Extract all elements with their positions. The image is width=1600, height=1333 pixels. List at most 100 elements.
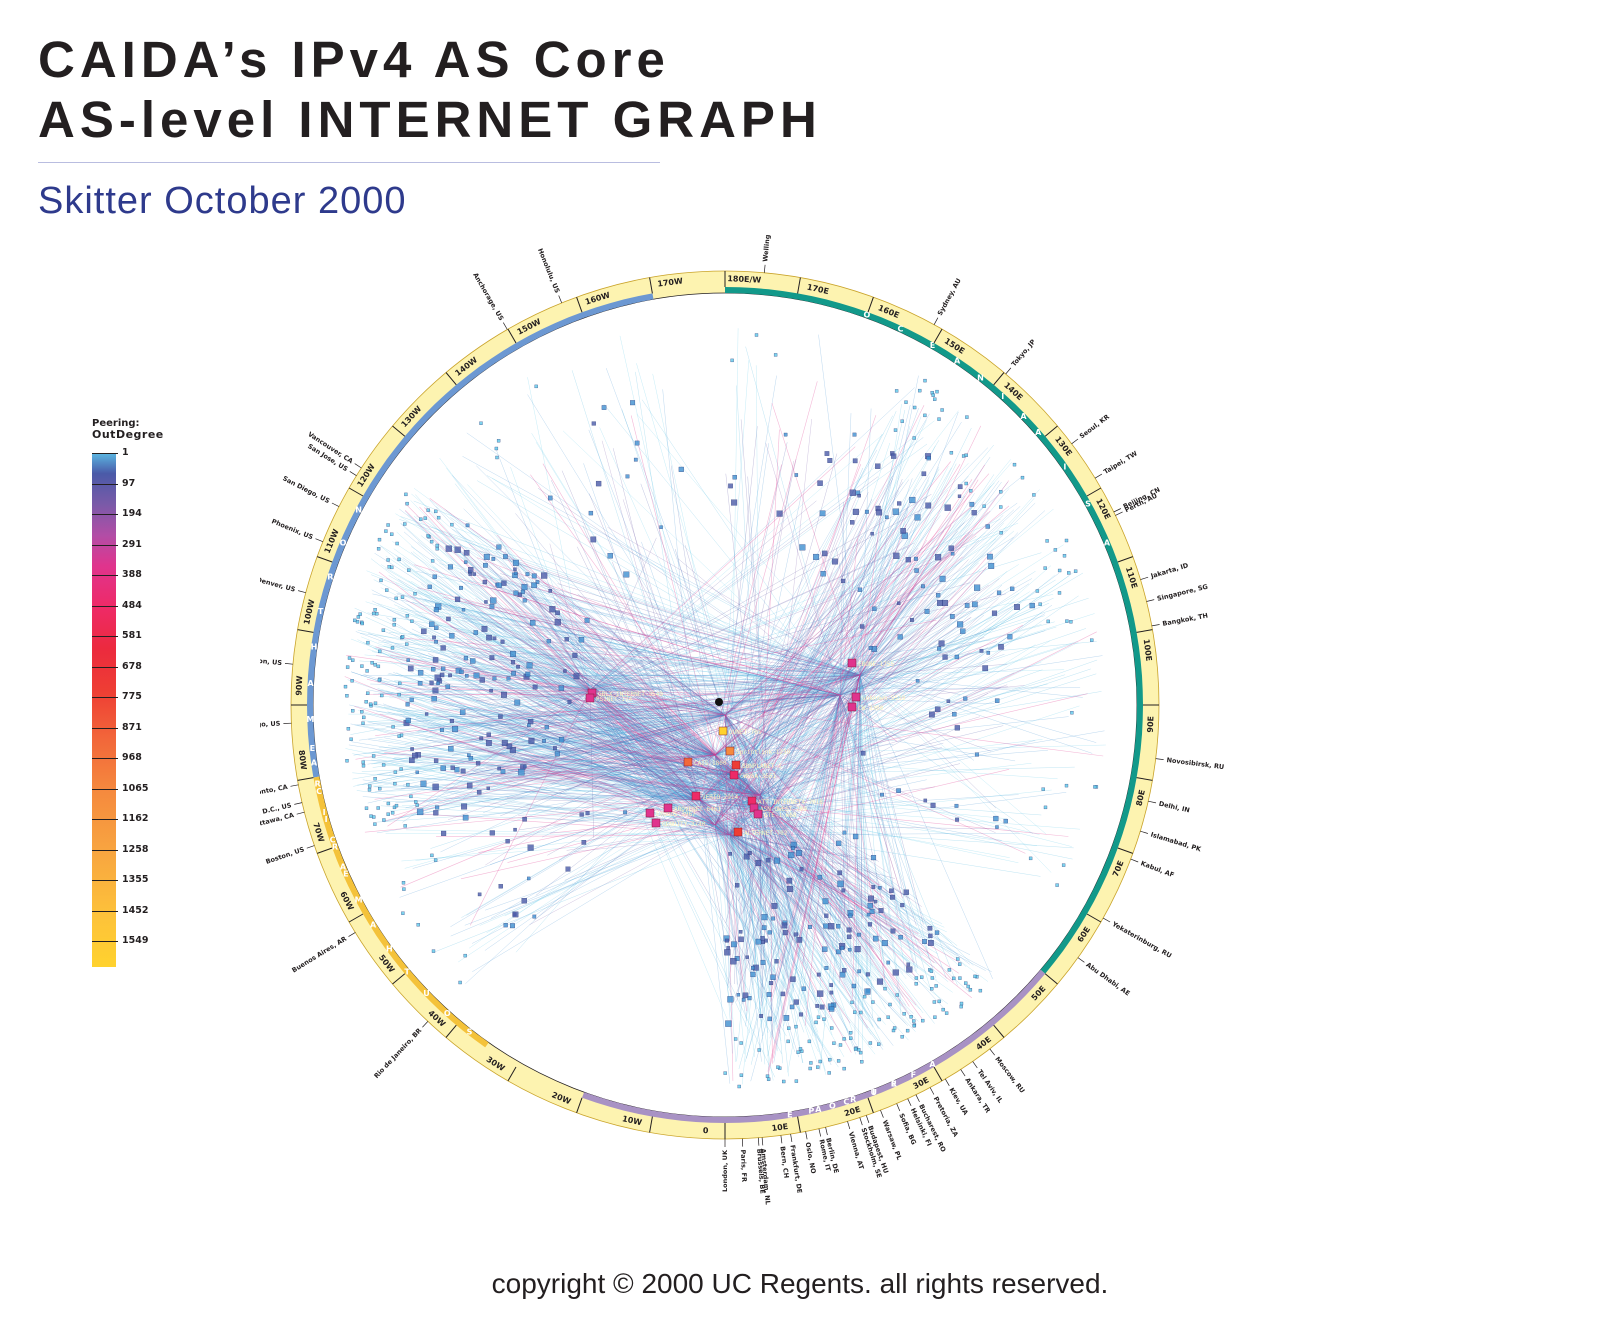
peering-link [421,674,861,812]
degree-tick [297,777,314,781]
as-node [607,553,613,559]
city-tick [298,590,306,594]
center-point [715,698,723,706]
peering-link [395,774,741,804]
peering-link [714,490,900,826]
peering-link [386,691,701,801]
as-node [910,618,914,622]
peering-link [565,723,716,826]
as-node [968,988,973,992]
as-node [930,976,935,980]
peering-link [589,552,1042,691]
peering-link [714,754,753,867]
peering-link [729,834,809,900]
peering-link [859,481,1002,676]
peering-link [381,763,771,811]
core-peering-link [859,509,882,676]
peering-link [484,799,701,951]
peering-link [532,681,716,756]
peering-link [839,570,1036,696]
legend-tick-label: 97 [122,477,136,489]
as-node [409,794,413,799]
legend-tick-mark [92,636,118,637]
as-node [849,489,856,496]
peering-link [524,714,726,752]
peering-link [483,714,726,814]
core-peering-link [346,655,591,691]
peering-link [406,700,701,801]
core-peering-link [729,415,877,836]
peering-link [557,658,761,796]
peering-link [714,665,914,756]
peering-link [387,711,701,801]
peering-link [577,593,726,716]
peering-link [699,531,958,801]
as-node [1007,634,1013,640]
as-node [963,696,968,701]
as-node [923,413,927,418]
peering-link [380,545,716,826]
peering-link [622,499,731,836]
as-node [401,911,405,915]
peering-link [724,714,886,969]
peering-link [589,689,782,1054]
peering-link [699,799,798,955]
peering-link [485,809,771,911]
as-node [841,888,846,893]
peering-link [450,517,726,716]
peering-link [699,493,953,801]
degree-label: 90W [294,675,304,696]
peering-link [714,479,910,756]
peering-link [400,608,841,696]
core-peering-link [724,714,954,982]
peering-link [486,774,741,934]
peering-link [729,460,794,836]
peering-link [744,694,841,888]
peering-link [455,721,771,811]
peering-link [699,583,1030,801]
core-peering-link [589,689,972,999]
as-node [367,788,372,792]
peering-link [739,411,897,776]
as-node [949,614,955,619]
as-node [1067,571,1071,575]
as-node [952,976,956,981]
core-peering-link [390,655,726,716]
core-peering-link [496,534,771,811]
as-node [421,628,427,635]
city-tick [944,1078,950,1086]
peering-link [494,694,841,730]
peering-link [739,774,958,946]
core-peering-link [468,689,591,696]
peering-link [400,523,731,836]
as-node [848,1031,853,1035]
peering-link [437,543,726,716]
degree-tick [1136,629,1153,633]
as-node [472,572,476,576]
core-peering-link [417,587,841,696]
peering-link [652,373,726,716]
city-label: Houston, US [260,655,283,667]
as-node [481,625,488,632]
as-node [738,930,743,934]
peering-link [589,689,891,896]
as-node [405,614,410,618]
as-node [783,1015,790,1021]
peering-link [839,694,937,979]
peering-link [714,754,857,1050]
peering-link [538,768,761,796]
city-tick [284,663,293,665]
peering-link [425,739,701,801]
as-node [881,940,888,947]
peering-link [759,794,783,1064]
city-tick [790,1133,793,1142]
as-node [837,870,843,876]
peering-link [353,674,861,756]
peering-link [409,706,771,811]
city-tick [1140,830,1149,834]
peering-link [729,834,913,939]
as-node [373,663,377,667]
peering-link [511,601,741,776]
peering-link [699,799,894,1046]
as-node [829,983,834,987]
